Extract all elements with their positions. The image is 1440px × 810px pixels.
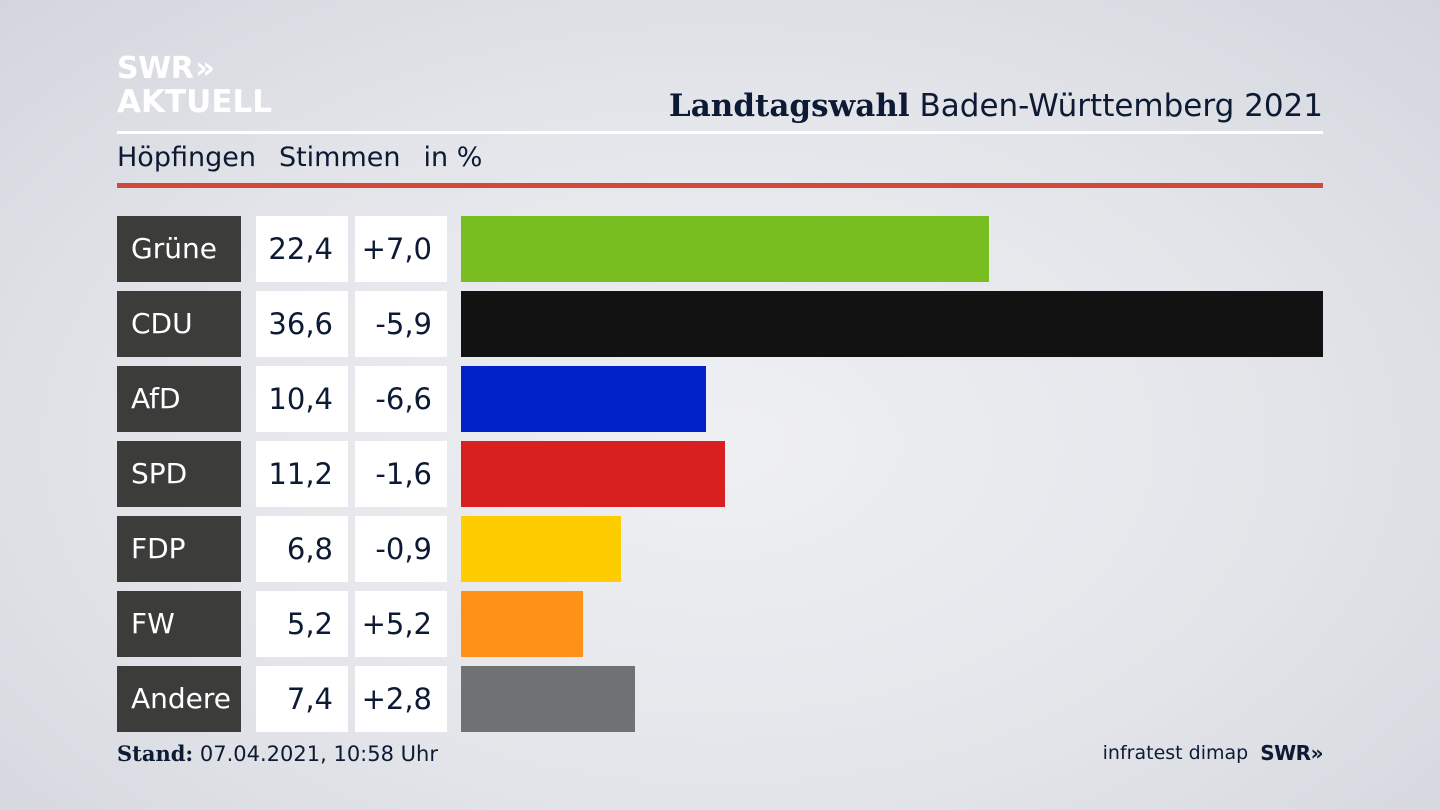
bar — [461, 666, 635, 732]
change-label: +2,8 — [355, 666, 447, 732]
bar — [461, 441, 725, 507]
bar — [461, 216, 989, 282]
party-label: CDU — [117, 291, 241, 357]
accent-divider — [117, 183, 1323, 188]
bar — [461, 591, 583, 657]
party-label: Andere — [117, 666, 241, 732]
change-label: +7,0 — [355, 216, 447, 282]
vote-share-label: 10,4 — [256, 366, 348, 432]
header-divider — [117, 131, 1323, 134]
vote-share-label: 36,6 — [256, 291, 348, 357]
party-label: AfD — [117, 366, 241, 432]
page-title: Landtagswahl Baden-Württemberg 2021 — [669, 88, 1323, 124]
title-rest: Baden-Württemberg 2021 — [919, 88, 1323, 124]
vote-share-label: 7,4 — [256, 666, 348, 732]
vote-share-label: 6,8 — [256, 516, 348, 582]
measure-label: Stimmen — [278, 142, 401, 173]
swr-aktuell-logo: SWR» AKTUELL — [117, 54, 272, 118]
chart-subtitle: Höpfingen Stimmen in % — [117, 142, 482, 173]
source-label: infratest dimap — [1102, 742, 1249, 764]
brand-text: SWR — [1260, 741, 1311, 765]
logo-swr-text: SWR — [117, 51, 194, 86]
party-label: FW — [117, 591, 241, 657]
change-label: +5,2 — [355, 591, 447, 657]
bar — [461, 366, 706, 432]
timestamp: Stand: 07.04.2021, 10:58 Uhr — [117, 741, 438, 766]
location-label: Höpfingen — [117, 142, 256, 173]
change-label: -5,9 — [355, 291, 447, 357]
stand-value: 07.04.2021, 10:58 Uhr — [199, 742, 438, 766]
change-label: -6,6 — [355, 366, 447, 432]
vote-share-label: 11,2 — [256, 441, 348, 507]
party-label: Grüne — [117, 216, 241, 282]
swr-brand-logo: SWR» — [1260, 741, 1323, 765]
vote-share-label: 22,4 — [256, 216, 348, 282]
title-bold: Landtagswahl — [668, 88, 910, 124]
party-label: SPD — [117, 441, 241, 507]
vote-share-label: 5,2 — [256, 591, 348, 657]
chevron-right-icon: » — [1310, 741, 1324, 765]
bar — [461, 516, 621, 582]
change-label: -0,9 — [355, 516, 447, 582]
source-credit: infratest dimap SWR» — [1102, 741, 1324, 765]
unit-label: in % — [423, 142, 483, 173]
logo-aktuell-text: AKTUELL — [117, 84, 273, 120]
party-label: FDP — [117, 516, 241, 582]
bar — [461, 291, 1323, 357]
logo-line-1: SWR» — [117, 54, 272, 84]
stand-label: Stand: — [117, 741, 194, 766]
change-label: -1,6 — [355, 441, 447, 507]
